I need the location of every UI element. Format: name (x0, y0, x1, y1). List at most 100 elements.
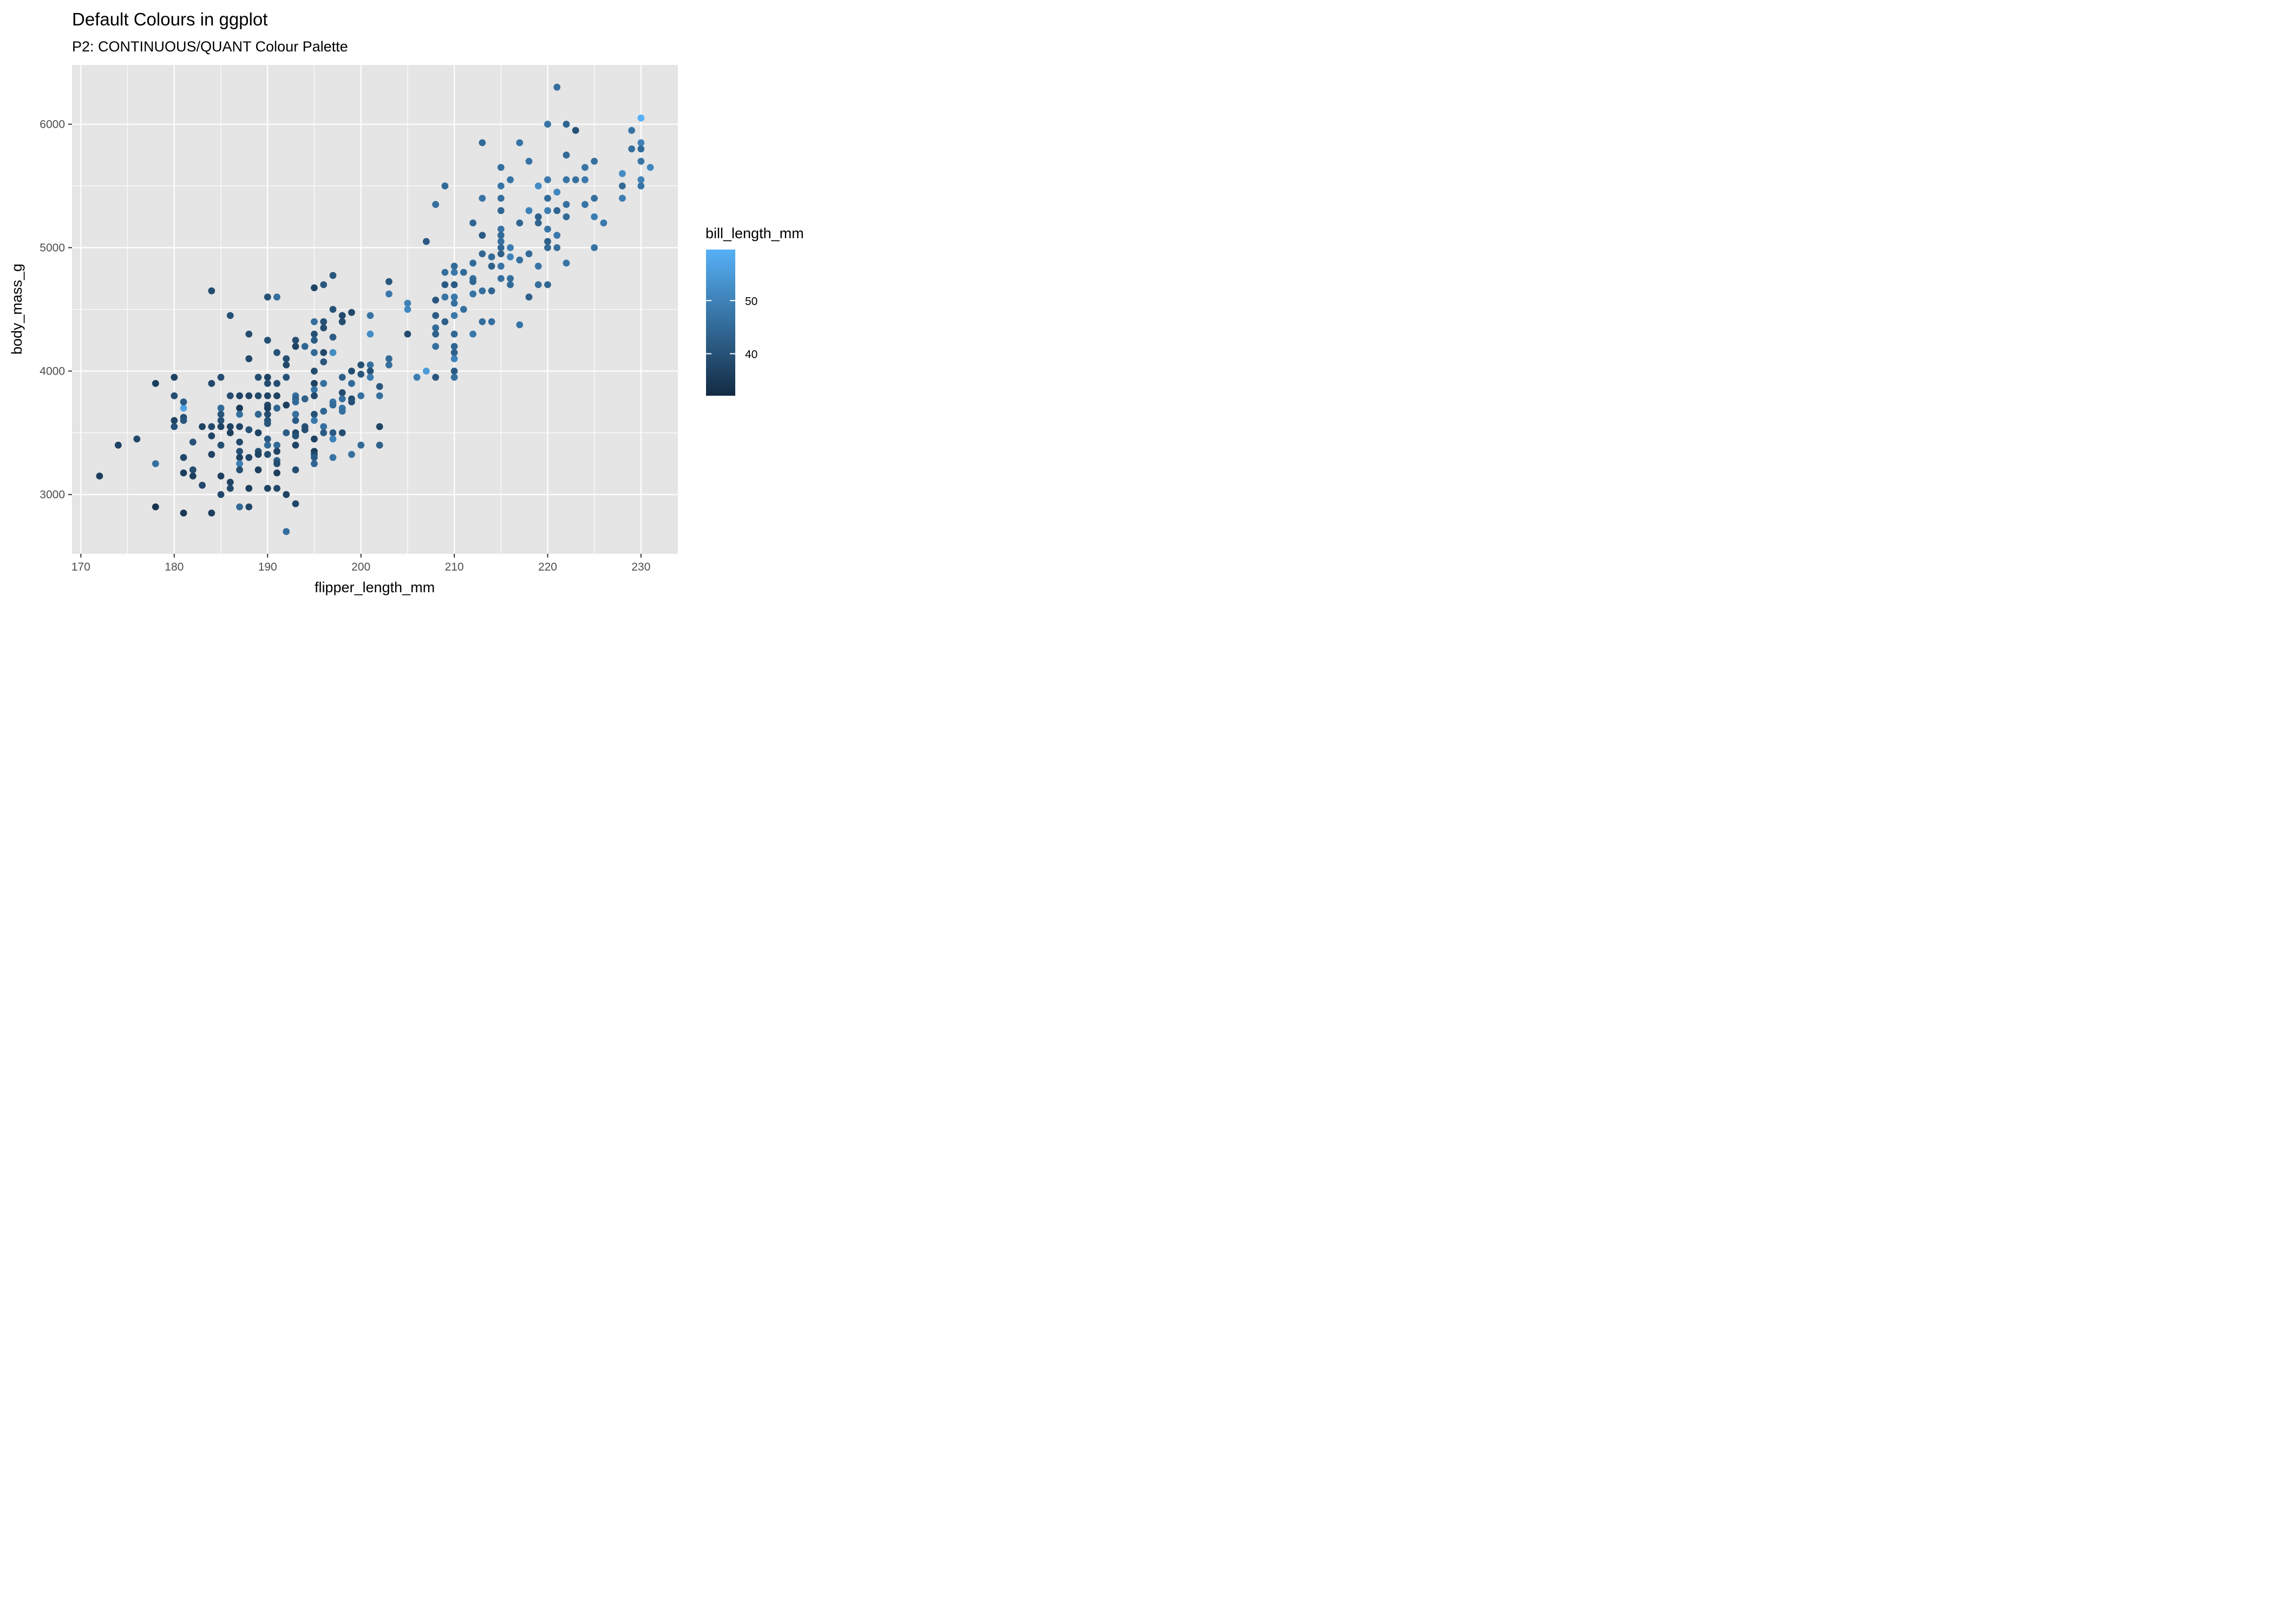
data-point (441, 182, 449, 189)
data-point (245, 330, 253, 338)
data-point (572, 176, 579, 184)
data-point (376, 423, 383, 430)
data-point (171, 374, 178, 381)
y-tick-label: 6000 (40, 118, 65, 130)
data-point (534, 263, 542, 270)
data-point (171, 417, 178, 424)
data-point (422, 238, 430, 245)
data-point (348, 379, 355, 387)
data-point (534, 281, 542, 289)
data-point (544, 121, 551, 128)
data-point (357, 370, 365, 378)
data-point (497, 238, 505, 245)
data-point (329, 333, 337, 341)
data-point (544, 244, 551, 251)
data-point (264, 435, 271, 443)
data-point (637, 114, 645, 122)
data-point (311, 349, 318, 356)
data-point (591, 213, 598, 220)
data-point (273, 293, 280, 301)
data-point (283, 361, 290, 369)
data-point (450, 349, 458, 356)
data-point (236, 448, 243, 455)
data-point (338, 429, 346, 436)
data-point (245, 484, 253, 492)
data-point (245, 503, 253, 510)
data-point (264, 392, 271, 400)
data-point (479, 232, 486, 239)
data-point (264, 420, 271, 427)
data-point (311, 460, 318, 467)
data-point (283, 401, 290, 409)
data-point (264, 410, 271, 418)
data-point (441, 318, 449, 325)
data-point (311, 379, 318, 387)
data-point (497, 194, 505, 202)
data-point (292, 398, 299, 405)
data-point (329, 435, 337, 443)
legend-ticks: 40 50 (706, 295, 757, 361)
data-point (217, 410, 225, 418)
data-point (264, 484, 271, 492)
data-point (283, 429, 290, 436)
minor-gridlines (72, 65, 678, 554)
data-point (245, 426, 253, 434)
data-point (525, 158, 533, 165)
scatter-chart: Default Colours in ggplot P2: CONTINUOUS… (9, 9, 804, 595)
data-point (292, 417, 299, 424)
data-point (320, 281, 328, 289)
data-point (96, 472, 103, 480)
data-point (507, 281, 514, 289)
data-point (301, 343, 309, 350)
data-point (189, 466, 197, 474)
data-point (385, 355, 393, 363)
data-point (572, 127, 579, 134)
data-point (507, 253, 514, 260)
data-point (264, 441, 271, 449)
data-point (441, 281, 449, 289)
data-point (311, 330, 318, 338)
data-point (460, 269, 467, 276)
data-point (544, 194, 551, 202)
x-axis: 170 180 190 200 210 220 230 (71, 554, 650, 573)
data-point (553, 232, 561, 239)
x-tick-label: 210 (445, 561, 464, 573)
chart-subtitle: P2: CONTINUOUS/QUANT Colour Palette (72, 38, 348, 55)
data-point (208, 509, 215, 517)
data-point (441, 293, 449, 301)
data-point (320, 408, 328, 415)
data-point (283, 355, 290, 363)
data-point (497, 263, 505, 270)
data-point (292, 432, 299, 440)
data-point (320, 358, 328, 365)
data-point (534, 219, 542, 227)
data-point (348, 309, 355, 316)
data-point (338, 408, 346, 415)
data-point (292, 343, 299, 350)
data-point (450, 269, 458, 276)
data-point (441, 269, 449, 276)
data-point (450, 368, 458, 375)
data-point (450, 355, 458, 363)
data-point (591, 194, 598, 202)
data-point (311, 368, 318, 375)
data-point (507, 275, 514, 282)
data-point (563, 201, 570, 208)
data-point (581, 163, 589, 171)
data-point (581, 201, 589, 208)
data-point (226, 479, 234, 486)
data-point (236, 404, 243, 412)
y-tick-label: 3000 (40, 489, 65, 501)
data-point (488, 263, 495, 270)
data-point (283, 491, 290, 498)
data-point (450, 281, 458, 289)
data-point (152, 503, 159, 510)
data-point (292, 410, 299, 418)
data-point (264, 337, 271, 344)
data-point (311, 318, 318, 325)
data-point (264, 374, 271, 381)
data-point (338, 389, 346, 396)
data-point (619, 170, 626, 178)
data-point (348, 398, 355, 405)
data-point (497, 232, 505, 239)
